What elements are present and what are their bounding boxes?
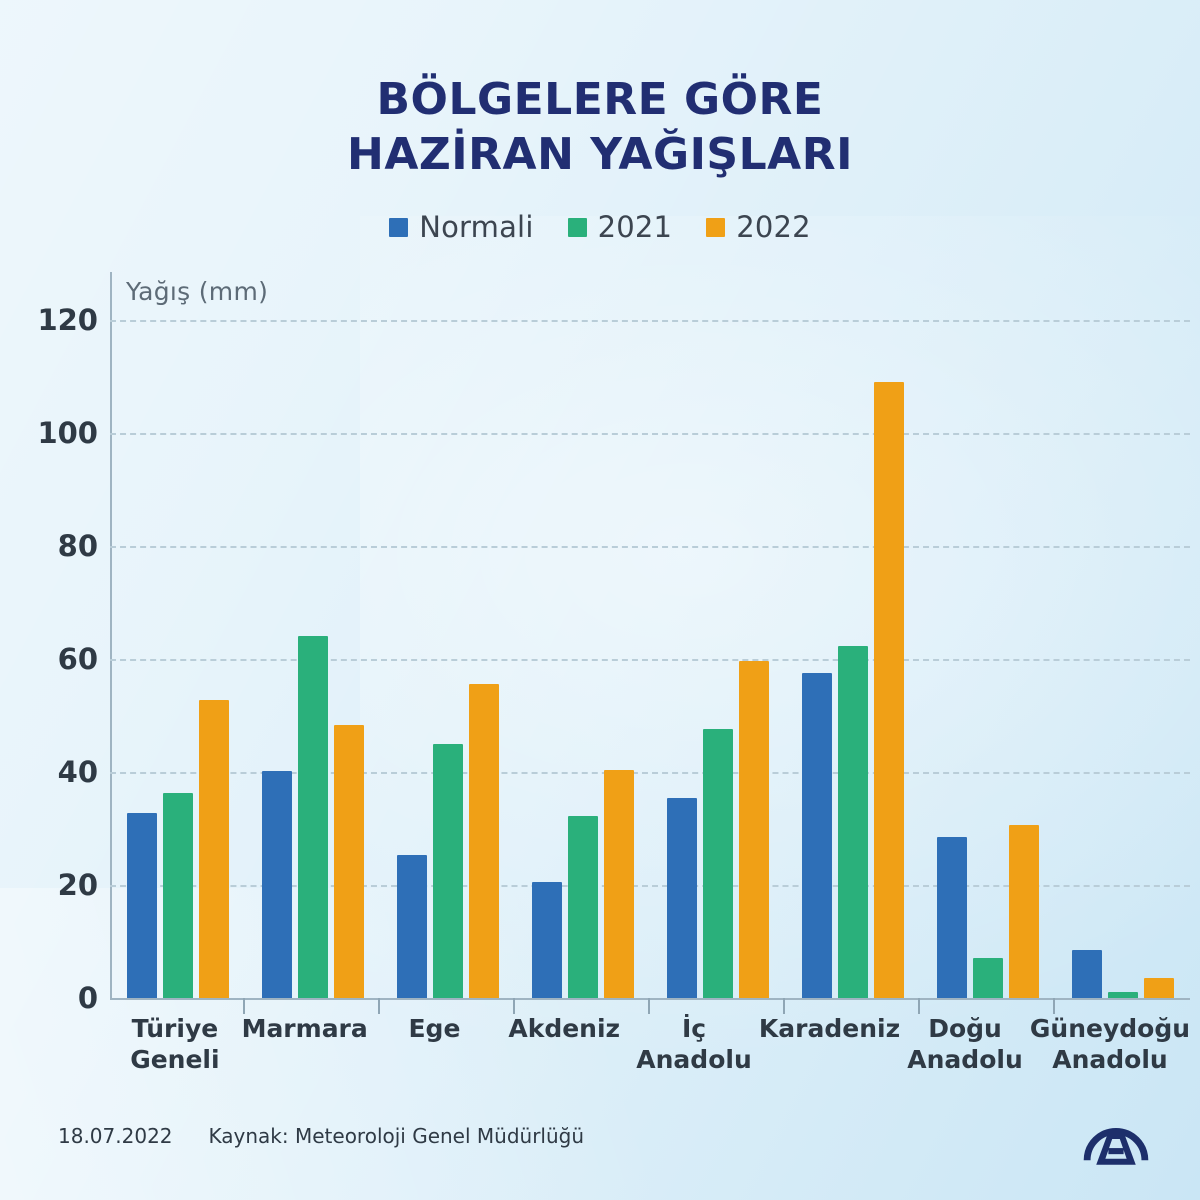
bar-group-bars	[1055, 320, 1190, 998]
y-axis-tick-label: 0	[77, 981, 98, 1015]
bar-group-bars	[515, 320, 650, 998]
bar[interactable]	[126, 813, 157, 998]
legend-label: 2022	[736, 210, 811, 244]
footer-date: 18.07.2022	[58, 1124, 173, 1148]
chart-title-line-1: BÖLGELERE GÖRE	[376, 74, 824, 125]
x-axis-line	[110, 998, 1190, 1000]
bar[interactable]	[801, 673, 832, 998]
gridline	[110, 772, 1190, 774]
chart-legend: Normali 2021 2022	[0, 210, 1200, 244]
gridline	[110, 885, 1190, 887]
title-block: BÖLGELERE GÖRE HAZİRAN YAĞIŞLARI	[0, 72, 1200, 182]
chart-title-line-2: HAZİRAN YAĞIŞLARI	[347, 129, 853, 180]
bar[interactable]	[1071, 949, 1102, 998]
legend-item[interactable]: Normali	[389, 210, 533, 244]
legend-swatch-icon	[567, 217, 587, 237]
anadolu-agency-logo	[1078, 1104, 1154, 1180]
bar-group	[110, 320, 245, 1014]
group-separator-tick	[513, 998, 515, 1014]
group-separator-tick	[378, 998, 380, 1014]
group-separator-tick	[1053, 998, 1055, 1014]
footer: 18.07.2022 Kaynak: Meteoroloji Genel Müd…	[58, 1124, 584, 1148]
gridline	[110, 433, 1190, 435]
bar-group-bars	[920, 320, 1055, 998]
bar-groups	[110, 320, 1190, 1014]
y-axis-unit-label: Yağış (mm)	[126, 277, 269, 306]
bar[interactable]	[432, 743, 463, 998]
y-axis-line	[110, 272, 112, 998]
bar[interactable]	[468, 684, 499, 998]
y-axis-tick-label: 60	[57, 642, 98, 676]
y-axis-tick-label: 20	[57, 868, 98, 902]
bar[interactable]	[162, 793, 193, 998]
x-axis-category-label: Marmara	[241, 1014, 368, 1043]
gridline	[110, 546, 1190, 548]
bar[interactable]	[873, 382, 904, 998]
bar[interactable]	[702, 728, 733, 998]
bar[interactable]	[738, 660, 769, 998]
bar-group	[380, 320, 515, 1014]
bar-group-bars	[110, 320, 245, 998]
y-axis-tick-label: 100	[37, 416, 98, 450]
x-axis-category-label: Akdeniz	[508, 1014, 621, 1043]
legend-swatch-icon	[389, 217, 409, 237]
bar-group-bars	[785, 320, 920, 998]
x-axis-category-label: Karadeniz	[758, 1014, 901, 1043]
bar-group	[785, 320, 920, 1014]
bar[interactable]	[198, 699, 229, 998]
bar-group	[515, 320, 650, 1014]
bar-group-bars	[380, 320, 515, 998]
bar[interactable]	[603, 770, 634, 998]
bar[interactable]	[396, 855, 427, 998]
legend-item[interactable]: 2022	[706, 210, 811, 244]
bar[interactable]	[1107, 992, 1138, 998]
bar-group	[1055, 320, 1190, 998]
bar[interactable]	[567, 816, 598, 998]
group-separator-tick	[243, 998, 245, 1014]
bar-group	[245, 320, 380, 1014]
y-axis-tick-label: 40	[57, 755, 98, 789]
bar-group-bars	[650, 320, 785, 998]
bar[interactable]	[297, 636, 328, 998]
y-axis-tick-label: 80	[57, 529, 98, 563]
bar[interactable]	[837, 646, 868, 998]
legend-label: Normali	[419, 210, 534, 244]
footer-source: Kaynak: Meteoroloji Genel Müdürlüğü	[208, 1124, 585, 1148]
bar-group-bars	[245, 320, 380, 998]
bar-group	[920, 320, 1055, 1014]
x-axis-category-label: Güneydoğu Anadolu	[1029, 1014, 1191, 1074]
x-axis-category-label: Ege	[408, 1014, 461, 1043]
bar[interactable]	[333, 724, 364, 998]
x-axis-category-label: Türiye Geneli	[130, 1014, 220, 1074]
bar-group	[650, 320, 785, 1014]
y-axis-tick-label: 120	[37, 303, 98, 337]
bar[interactable]	[1143, 978, 1174, 998]
x-axis-category-labels: Türiye Geneli Marmara Ege Akdeniz İç Anadolu…	[110, 1014, 1190, 1075]
bar[interactable]	[936, 836, 967, 998]
legend-item[interactable]: 2021	[567, 210, 673, 244]
group-separator-tick	[648, 998, 650, 1014]
x-axis-category-label: Doğu Anadolu	[907, 1014, 1023, 1074]
bar[interactable]	[972, 958, 1003, 998]
group-separator-tick	[918, 998, 920, 1014]
bar[interactable]	[666, 798, 697, 998]
group-separator-tick	[783, 998, 785, 1014]
legend-label: 2021	[597, 210, 673, 244]
bar[interactable]	[1008, 824, 1039, 998]
gridline	[110, 659, 1190, 661]
plot-area: 0 20 40 60 80 100 120	[37, 272, 1190, 1015]
bar[interactable]	[531, 882, 562, 998]
x-axis-category-label: İç Anadolu	[636, 1014, 752, 1074]
gridline	[110, 320, 1190, 322]
legend-swatch-icon	[706, 217, 726, 237]
bar[interactable]	[261, 770, 292, 998]
